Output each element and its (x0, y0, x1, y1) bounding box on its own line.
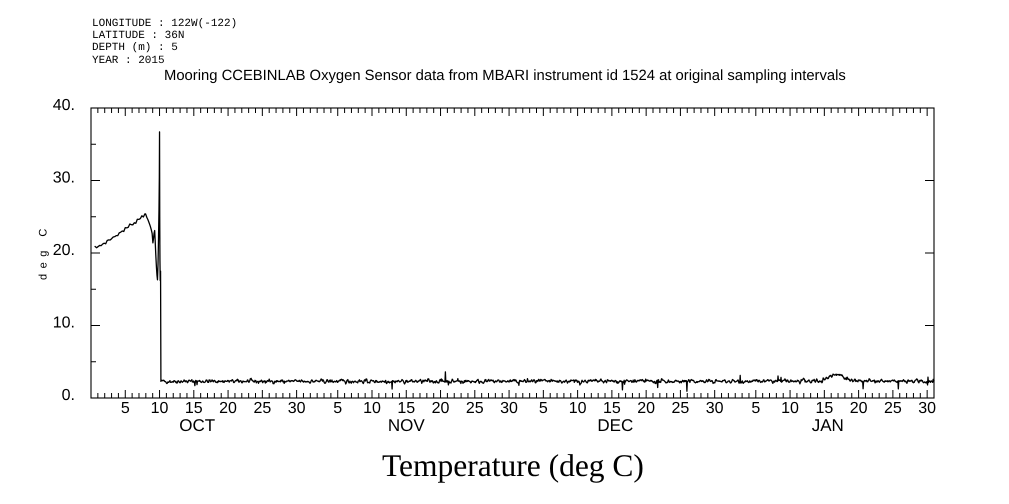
svg-text:15: 15 (603, 400, 621, 417)
svg-text:20.: 20. (53, 242, 75, 259)
svg-text:20: 20 (219, 400, 237, 417)
svg-text:30.: 30. (53, 170, 75, 187)
svg-text:30: 30 (706, 400, 724, 417)
svg-text:5: 5 (121, 400, 130, 417)
svg-text:40.: 40. (53, 97, 75, 114)
svg-text:5: 5 (333, 400, 342, 417)
svg-text:10.: 10. (53, 315, 75, 332)
svg-text:20: 20 (637, 400, 655, 417)
svg-text:20: 20 (850, 400, 868, 417)
svg-text:25: 25 (884, 400, 902, 417)
svg-text:10: 10 (151, 400, 169, 417)
svg-text:25: 25 (253, 400, 271, 417)
svg-text:OCT: OCT (179, 416, 215, 435)
svg-text:0.: 0. (62, 387, 75, 404)
svg-text:5: 5 (539, 400, 548, 417)
svg-text:5: 5 (751, 400, 760, 417)
svg-text:30: 30 (288, 400, 306, 417)
svg-text:30: 30 (500, 400, 518, 417)
svg-text:15: 15 (397, 400, 415, 417)
svg-text:10: 10 (781, 400, 799, 417)
svg-text:NOV: NOV (388, 416, 426, 435)
svg-text:10: 10 (363, 400, 381, 417)
svg-text:15: 15 (815, 400, 833, 417)
svg-text:10: 10 (569, 400, 587, 417)
svg-text:JAN: JAN (812, 416, 844, 435)
svg-text:20: 20 (432, 400, 450, 417)
svg-text:30: 30 (918, 400, 936, 417)
svg-text:25: 25 (466, 400, 484, 417)
svg-text:15: 15 (185, 400, 203, 417)
svg-text:25: 25 (672, 400, 690, 417)
svg-text:DEC: DEC (597, 416, 633, 435)
